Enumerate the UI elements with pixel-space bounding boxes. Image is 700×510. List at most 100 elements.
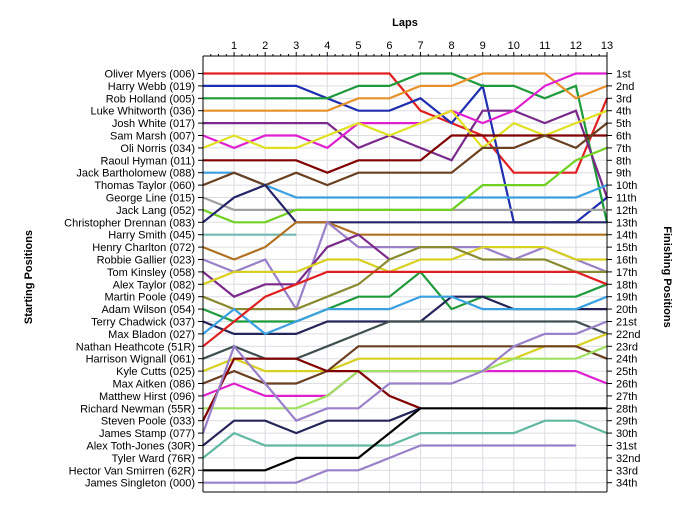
x-tick-label: 9 bbox=[480, 40, 486, 52]
x-tick-label: 13 bbox=[601, 40, 613, 52]
finish-position-label: 2nd bbox=[616, 81, 634, 93]
finish-position-label: 32nd bbox=[616, 453, 640, 465]
driver-label: Tom Kinsley (058) bbox=[107, 267, 195, 279]
driver-label: Alex Toth-Jones (30R) bbox=[86, 441, 195, 453]
series-line bbox=[203, 171, 608, 199]
driver-label: Kyle Cutts (025) bbox=[116, 366, 195, 378]
series-line bbox=[202, 72, 607, 150]
series-lines bbox=[201, 72, 609, 484]
x-tick-label: 4 bbox=[324, 40, 330, 52]
finish-position-label: 27th bbox=[616, 391, 637, 403]
finish-position-label: 19th bbox=[616, 292, 637, 304]
series-line bbox=[202, 357, 421, 422]
starting-position-labels: Oliver Myers (006)Harry Webb (019)Rob Ho… bbox=[64, 69, 203, 490]
driver-label: Steven Poole (033) bbox=[101, 416, 195, 428]
driver-label: Tyler Ward (76R) bbox=[112, 453, 195, 465]
x-axis-title: Laps bbox=[392, 17, 418, 29]
series-line bbox=[202, 246, 607, 311]
driver-label: Rob Holland (005) bbox=[106, 93, 195, 105]
series-line bbox=[202, 295, 608, 336]
finish-position-label: 15th bbox=[616, 242, 637, 254]
driver-label: Adam Wilson (054) bbox=[101, 304, 195, 316]
finishing-position-labels: 1st2nd3rd4th5th6th7th8th9th10th11th12th1… bbox=[607, 69, 640, 490]
series-line bbox=[202, 270, 608, 323]
x-axis-ticks: 1 2 3 4 5 6 7 8 9 10 11 12 13 bbox=[210, 40, 613, 56]
series-line bbox=[203, 72, 608, 112]
finish-position-label: 25th bbox=[616, 366, 637, 378]
driver-label: Raoul Hyman (011) bbox=[100, 155, 195, 167]
driver-label: Max Aitken (086) bbox=[112, 379, 195, 391]
driver-label: Harry Webb (019) bbox=[108, 81, 195, 93]
driver-label: Oli Norris (034) bbox=[120, 143, 195, 155]
driver-label: George Line (015) bbox=[106, 193, 195, 205]
driver-label: James Singleton (000) bbox=[85, 478, 195, 490]
finish-position-label: 11th bbox=[616, 193, 637, 205]
driver-label: Richard Newman (55R) bbox=[80, 403, 195, 415]
finish-position-label: 13th bbox=[616, 217, 637, 229]
driver-label: Hector Van Smirren (62R) bbox=[69, 465, 195, 477]
series-line bbox=[202, 220, 608, 312]
driver-label: Thomas Taylor (060) bbox=[94, 180, 195, 192]
x-tick-label: 1 bbox=[231, 40, 237, 52]
series-line bbox=[202, 270, 608, 348]
finish-position-label: 16th bbox=[616, 255, 637, 267]
driver-label: Robbie Gallier (023) bbox=[97, 255, 195, 267]
finish-position-label: 17th bbox=[616, 267, 637, 279]
driver-label: Oliver Myers (006) bbox=[105, 69, 195, 81]
driver-label: Alex Taylor (082) bbox=[113, 279, 195, 291]
x-tick-label: 8 bbox=[449, 40, 455, 52]
finish-position-label: 8th bbox=[616, 155, 631, 167]
driver-label: Jack Lang (052) bbox=[116, 205, 195, 217]
finish-position-label: 29th bbox=[616, 416, 637, 428]
driver-label: James Stamp (077) bbox=[99, 428, 195, 440]
series-line bbox=[202, 146, 608, 224]
finish-position-label: 30th bbox=[616, 428, 637, 440]
finish-position-label: 28th bbox=[616, 403, 637, 415]
finish-position-label: 33rd bbox=[616, 465, 638, 477]
driver-label: Terry Chadwick (037) bbox=[91, 317, 195, 329]
finish-position-label: 14th bbox=[616, 230, 637, 242]
series-line bbox=[202, 122, 608, 187]
finish-position-label: 9th bbox=[616, 168, 631, 180]
x-tick-label: 3 bbox=[293, 40, 299, 52]
series-line bbox=[202, 109, 608, 150]
series-line bbox=[202, 221, 607, 261]
finish-position-label: 4th bbox=[616, 106, 631, 118]
finish-position-label: 1st bbox=[616, 69, 631, 81]
finish-position-label: 10th bbox=[616, 180, 637, 192]
finish-position-label: 21st bbox=[616, 317, 637, 329]
series-line bbox=[203, 72, 609, 223]
finish-position-label: 24th bbox=[616, 354, 637, 366]
driver-label: Matthew Hirst (096) bbox=[99, 391, 195, 403]
series-line bbox=[202, 332, 608, 373]
x-tick-label: 2 bbox=[262, 40, 268, 52]
finish-position-label: 22nd bbox=[616, 329, 640, 341]
series-line bbox=[202, 183, 607, 224]
series-line bbox=[201, 320, 608, 434]
driver-label: Henry Charlton (072) bbox=[92, 242, 195, 254]
driver-label: Martin Poole (049) bbox=[105, 292, 196, 304]
finish-position-label: 31st bbox=[616, 441, 637, 453]
driver-label: Nathan Heathcote (51R) bbox=[76, 341, 195, 353]
x-tick-label: 10 bbox=[508, 40, 520, 52]
finish-position-label: 6th bbox=[616, 131, 631, 143]
driver-label: Josh White (017) bbox=[112, 118, 195, 130]
x-tick-label: 6 bbox=[386, 40, 392, 52]
driver-label: Max Bladon (027) bbox=[108, 329, 195, 341]
x-tick-label: 12 bbox=[570, 40, 582, 52]
series-line bbox=[202, 345, 608, 385]
driver-label: Harry Smith (045) bbox=[108, 230, 195, 242]
driver-label: Christopher Drennan (083) bbox=[64, 217, 195, 229]
series-line bbox=[203, 444, 576, 484]
left-axis-title: Starting Positions bbox=[23, 230, 35, 324]
x-tick-label: 5 bbox=[355, 40, 361, 52]
series-line bbox=[203, 109, 609, 198]
x-tick-label: 7 bbox=[417, 40, 423, 52]
finish-position-label: 18th bbox=[616, 279, 637, 291]
finish-position-label: 26th bbox=[616, 379, 637, 391]
driver-label: Harrison Wignall (061) bbox=[86, 354, 195, 366]
finish-position-label: 23rd bbox=[616, 341, 638, 353]
finish-position-label: 20th bbox=[616, 304, 637, 316]
driver-label: Luke Whitworth (036) bbox=[90, 106, 195, 118]
